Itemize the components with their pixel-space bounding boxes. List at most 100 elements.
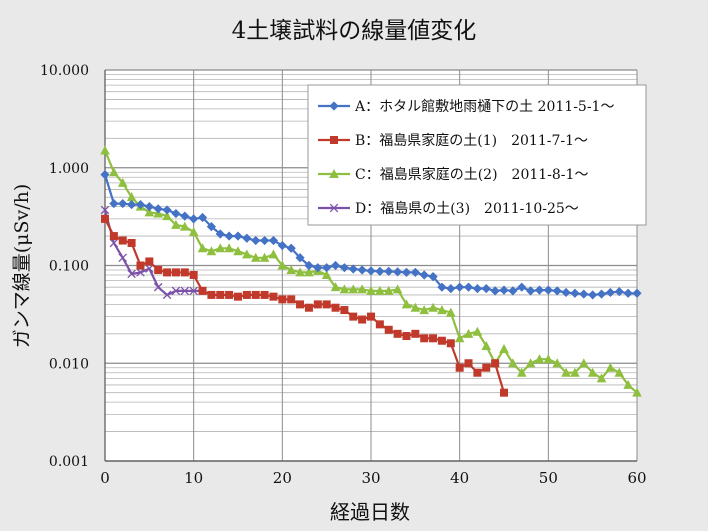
x-marker-stroke: [127, 269, 136, 279]
x-marker-stroke: [145, 264, 154, 273]
data-point: [197, 212, 208, 223]
data-point: [605, 362, 616, 372]
data-point: [525, 358, 536, 368]
data-point: [260, 290, 269, 299]
series-line: [103, 209, 203, 297]
data-point: [100, 170, 110, 180]
data-point: [401, 267, 412, 277]
x-marker-stroke: [136, 268, 145, 277]
x-tick-label: 40: [450, 469, 469, 487]
data-point: [189, 214, 199, 224]
data-point: [596, 373, 607, 383]
data-point: [463, 282, 474, 292]
data-point: [623, 379, 633, 389]
data-point: [109, 232, 118, 241]
data-point: [154, 265, 163, 274]
y-tick-label: 0.001: [49, 454, 89, 470]
data-point: [375, 285, 385, 295]
data-point: [286, 264, 296, 274]
data-point: [162, 290, 172, 300]
data-point: [357, 265, 367, 275]
data-point: [339, 263, 349, 273]
data-point: [127, 238, 136, 247]
x-marker-stroke: [171, 286, 181, 296]
data-point: [419, 305, 429, 315]
data-point: [322, 263, 332, 273]
x-marker-stroke: [162, 290, 172, 300]
data-point: [579, 358, 589, 368]
x-marker-stroke: [153, 282, 163, 292]
data-point: [118, 198, 128, 209]
data-point: [437, 336, 446, 345]
x-marker-stroke: [109, 238, 119, 248]
data-point: [233, 246, 243, 256]
x-marker-stroke: [118, 253, 127, 263]
data-point: [446, 307, 456, 317]
data-point: [144, 202, 154, 212]
data-point: [517, 282, 527, 292]
data-point: [375, 320, 384, 329]
y-tick-label: 1.000: [49, 161, 89, 177]
data-point: [446, 284, 456, 294]
data-point: [100, 145, 110, 155]
x-marker-stroke: [329, 203, 339, 213]
data-point: [411, 329, 420, 338]
data-point: [269, 292, 278, 301]
data-point: [499, 285, 509, 295]
data-point: [472, 326, 483, 336]
data-point: [207, 290, 216, 299]
data-point: [215, 243, 226, 253]
data-point: [188, 227, 199, 237]
data-point: [428, 302, 438, 312]
data-point: [101, 214, 109, 223]
data-point: [614, 367, 625, 377]
x-tick-label: 30: [361, 469, 380, 487]
data-point: [330, 260, 341, 271]
legend-box: [307, 84, 647, 226]
data-point: [109, 198, 119, 209]
data-point: [224, 243, 234, 253]
data-point: [127, 199, 137, 210]
data-point: [543, 354, 554, 364]
legend-label: A：ホタル館敷地雨樋下の土 2011-5-1～: [354, 98, 614, 115]
data-point: [543, 285, 553, 295]
data-point: [348, 264, 358, 274]
data-point: [206, 246, 217, 256]
data-point: [251, 235, 261, 246]
data-point: [490, 286, 500, 296]
data-point: [437, 282, 447, 292]
data-point: [109, 238, 119, 248]
x-axis-label: 経過日数: [330, 500, 410, 524]
data-point: [304, 267, 314, 277]
data-point: [286, 243, 296, 253]
data-point: [614, 287, 624, 297]
data-point: [481, 284, 491, 294]
data-point: [464, 359, 473, 368]
data-point: [277, 240, 287, 251]
data-point: [127, 269, 136, 279]
data-point: [331, 303, 340, 312]
data-point: [295, 253, 305, 263]
data-point: [304, 303, 313, 312]
data-point: [437, 305, 447, 315]
data-point: [367, 312, 375, 321]
data-point: [552, 286, 562, 296]
data-point: [526, 286, 536, 296]
data-point: [180, 286, 190, 296]
data-point: [162, 205, 172, 215]
y-axis-label: ガンマ線量(μSv/h): [11, 184, 33, 349]
data-point: [596, 289, 607, 299]
data-point: [339, 284, 350, 294]
data-point: [198, 286, 207, 295]
data-point: [136, 268, 145, 277]
data-point: [233, 231, 243, 241]
data-point: [242, 290, 251, 299]
data-point: [428, 271, 438, 282]
data-point: [375, 266, 385, 277]
data-point: [410, 302, 421, 312]
y-tick-label: 10.000: [40, 63, 89, 79]
data-point: [144, 207, 155, 217]
data-point: [623, 288, 633, 298]
data-point: [117, 177, 128, 187]
data-point: [145, 257, 154, 266]
